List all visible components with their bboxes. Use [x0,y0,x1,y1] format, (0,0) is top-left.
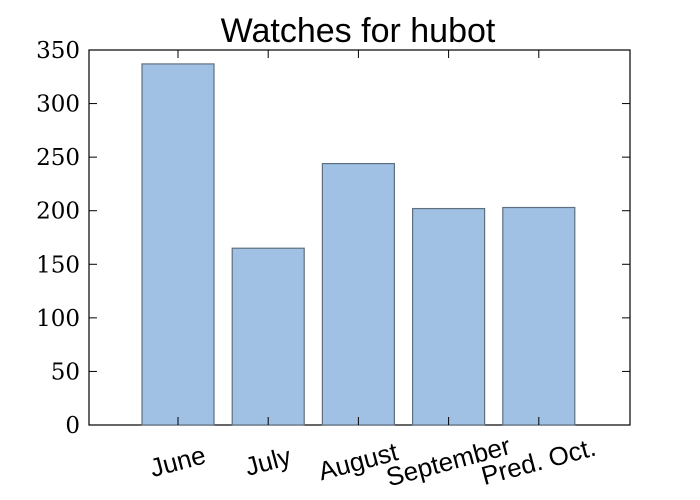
plot-area [88,49,631,426]
y-axis-ticks: 0 50 100 150 200 250 300 350 [36,38,630,439]
x-tick-label: June [147,440,209,484]
bar-pred-oct [502,206,576,426]
bar-july [231,247,305,426]
y-tick-label: 300 [36,92,80,118]
bar-september [412,207,486,426]
y-tick-label: 100 [36,306,80,332]
bar-august [321,162,395,426]
y-tick-label: 0 [65,413,80,439]
y-tick-label: 350 [36,38,80,64]
y-tick-label: 250 [36,145,80,171]
bar-june [141,63,215,426]
y-tick-label: 50 [51,359,80,385]
y-tick-label: 200 [36,199,80,225]
chart-title: Watches for hubot [221,12,496,50]
x-tick-label: July [242,441,294,482]
y-tick-label: 150 [36,252,80,278]
